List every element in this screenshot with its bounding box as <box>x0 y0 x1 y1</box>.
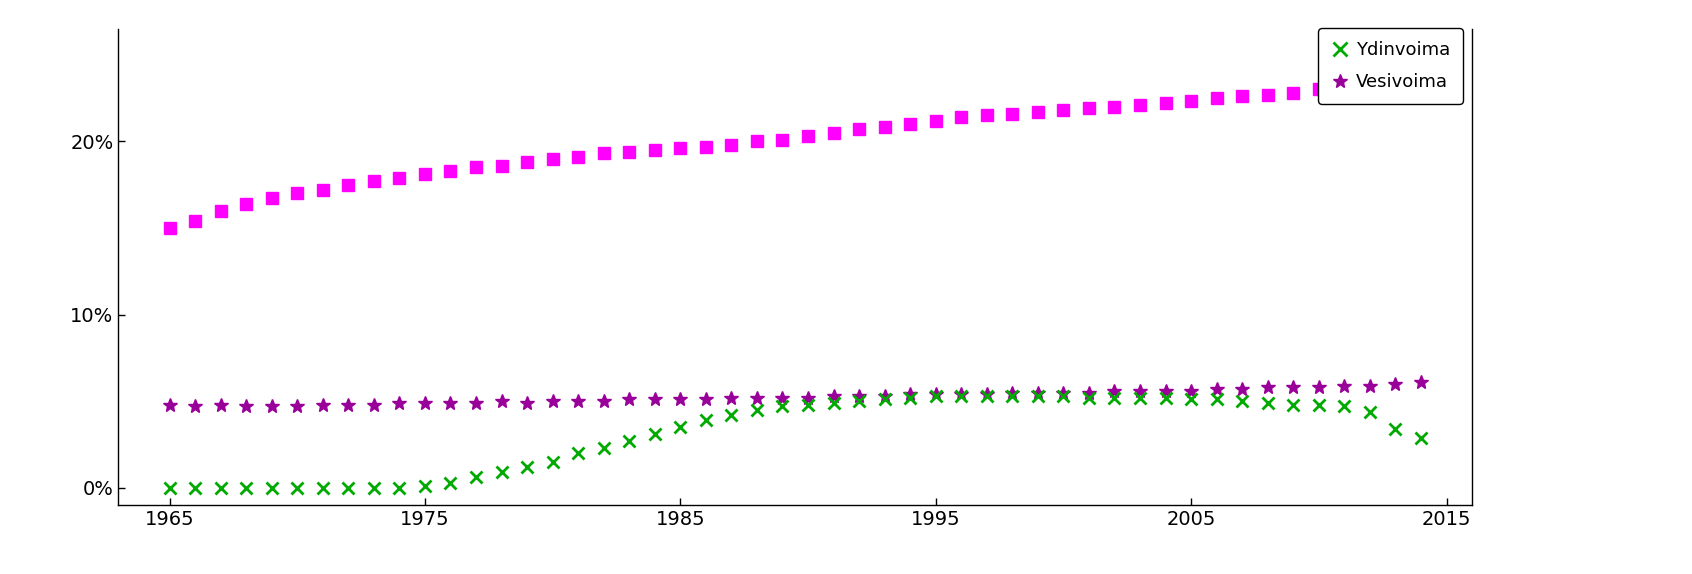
Legend: Ydinvoima, Vesivoima: Ydinvoima, Vesivoima <box>1318 28 1464 104</box>
